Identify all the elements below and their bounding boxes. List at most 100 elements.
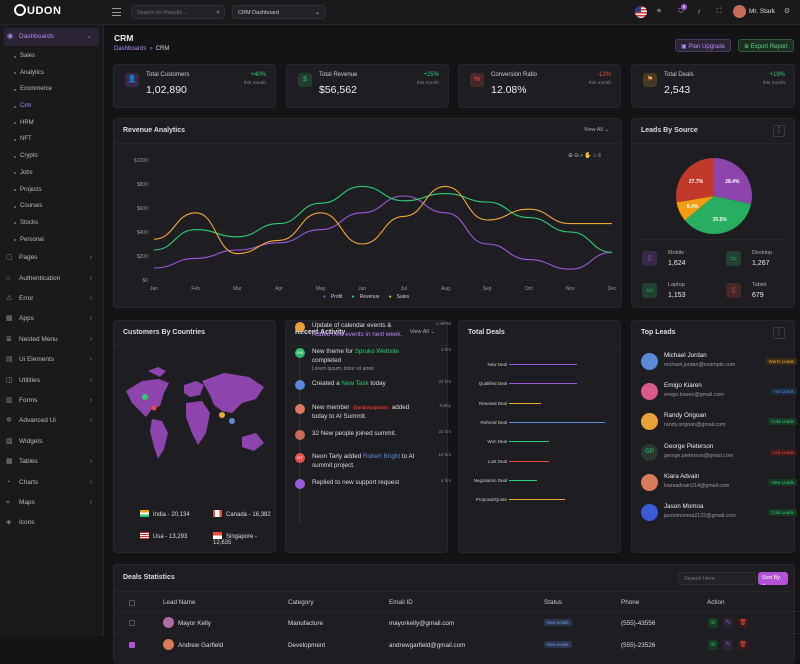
pie-slice[interactable] bbox=[684, 196, 752, 235]
sidebar-item-charts[interactable]: ◔ Charts › bbox=[0, 473, 103, 493]
submenu-item-analytics[interactable]: Analytics bbox=[0, 65, 103, 82]
legend-item[interactable]: ● Profit bbox=[323, 294, 346, 300]
sidebar-item-nested-menu[interactable]: ≣ Nested Menu › bbox=[0, 330, 103, 350]
lead-item[interactable]: Michael Jordan michael.jordan@example.com… bbox=[641, 351, 797, 377]
deal-stage-bar[interactable] bbox=[509, 421, 605, 423]
pie-slice[interactable] bbox=[714, 158, 752, 205]
menu-toggle-icon[interactable] bbox=[112, 8, 121, 16]
submenu-item-projects[interactable]: Projects bbox=[0, 182, 103, 199]
sidebar-item-dashboards[interactable]: ◉ Dashboards ⌄ bbox=[4, 28, 99, 46]
search-input[interactable]: Search for Results... ⌕ bbox=[131, 5, 225, 19]
activity-highlight[interactable]: New Task bbox=[341, 380, 369, 387]
lead-item[interactable]: Jason Momoa jasonmomoa2132@gmail.com Cold … bbox=[641, 502, 797, 528]
edit-icon[interactable]: ✎ bbox=[723, 618, 733, 628]
sort-by-button[interactable]: Sort By ⌄ bbox=[758, 572, 788, 587]
sidebar-item-ui-elements[interactable]: ▤ Ui Elements › bbox=[0, 350, 103, 370]
legend-item[interactable]: ● Revenue bbox=[352, 294, 383, 300]
submenu-item-sales[interactable]: Sales bbox=[0, 48, 103, 65]
column-header[interactable]: Phone bbox=[621, 599, 640, 606]
row-lead-name: Mayor Kelly bbox=[178, 620, 211, 627]
deal-stage-bar[interactable] bbox=[509, 499, 565, 501]
notification-bell-icon[interactable]: ♪ bbox=[697, 8, 701, 15]
activity-highlight[interactable]: @andrew.gurrero bbox=[351, 405, 391, 410]
row-checkbox[interactable] bbox=[129, 620, 135, 626]
deal-stage-bar[interactable] bbox=[509, 479, 537, 481]
fullscreen-icon[interactable]: ⛶ bbox=[716, 8, 722, 15]
submenu-item-nft[interactable]: NFT bbox=[0, 131, 103, 148]
deal-stage-bar[interactable] bbox=[509, 402, 541, 404]
sidebar-item-authentication[interactable]: ⌂ Authentication › bbox=[0, 269, 103, 289]
submenu-item-personal[interactable]: Personal bbox=[0, 232, 103, 249]
world-map[interactable] bbox=[114, 351, 277, 471]
breadcrumb-root[interactable]: Dashboards bbox=[114, 46, 147, 52]
theme-toggle-icon[interactable]: ☀ bbox=[655, 8, 663, 15]
country-item[interactable]: Usa - 13,293 bbox=[140, 532, 187, 540]
user-name[interactable]: Mr. Stark bbox=[749, 8, 776, 15]
table-search-input[interactable]: Search Here bbox=[678, 572, 756, 585]
export-report-button[interactable]: ⊕ Export Report bbox=[738, 39, 794, 52]
column-header[interactable]: Lead Name bbox=[163, 599, 196, 606]
series-line-profit[interactable] bbox=[153, 195, 613, 270]
deal-stage-bar[interactable] bbox=[509, 441, 549, 443]
select-all-checkbox[interactable] bbox=[129, 600, 135, 606]
lead-item[interactable]: Randy Origoan randy.origoan@gmail.com Cold… bbox=[641, 411, 797, 437]
sidebar-item-forms[interactable]: ▥ Forms › bbox=[0, 391, 103, 411]
sidebar-item-pages[interactable]: ▢ Pages › bbox=[0, 248, 103, 268]
view-all-button[interactable]: View All ⌄ bbox=[409, 329, 435, 335]
sidebar-item-tables[interactable]: ▦ Tables › bbox=[0, 452, 103, 472]
call-icon[interactable]: ☏ bbox=[708, 618, 718, 628]
sidebar-item-maps[interactable]: ⌖ Maps › bbox=[0, 493, 103, 513]
column-header[interactable]: Category bbox=[288, 599, 314, 606]
plan-upgrade-button[interactable]: ▣ Plan Upgrade bbox=[675, 39, 732, 52]
app-logo[interactable]: UDON bbox=[14, 4, 61, 17]
more-options-icon[interactable]: ⋮ bbox=[773, 327, 785, 339]
call-icon[interactable]: ☏ bbox=[708, 640, 718, 650]
pie-slice[interactable] bbox=[676, 196, 714, 221]
delete-icon[interactable]: 🗑 bbox=[738, 640, 748, 650]
activity-highlight[interactable]: Robert Bright bbox=[363, 453, 401, 460]
deal-stage-bar[interactable] bbox=[509, 460, 549, 462]
country-item[interactable]: Singapore - 12,635 bbox=[213, 532, 275, 546]
deal-stage-bar[interactable] bbox=[509, 383, 577, 385]
delete-icon[interactable]: 🗑 bbox=[738, 618, 748, 628]
series-line-revenue[interactable] bbox=[153, 185, 613, 253]
submenu-item-jobs[interactable]: Jobs bbox=[0, 165, 103, 182]
view-all-button[interactable]: View All ⌄ bbox=[583, 127, 609, 133]
lead-item[interactable]: Emigo Kiaren emigo.kiaren@gmail.com Hot Le… bbox=[641, 381, 797, 407]
lead-item[interactable]: GP George Pieterson george.pieterson@gmail… bbox=[641, 442, 797, 468]
series-line-sales[interactable] bbox=[153, 185, 612, 255]
sidebar-item-error[interactable]: ⚠ Error › bbox=[0, 289, 103, 309]
submenu-item-ecommerce[interactable]: Ecommerce bbox=[0, 81, 103, 98]
sidebar-item-icons[interactable]: ◈ Icons bbox=[0, 513, 103, 533]
submenu-item-stocks[interactable]: Stocks bbox=[0, 215, 103, 232]
legend-item[interactable]: ● Sales bbox=[389, 294, 413, 300]
submenu-item-crypto[interactable]: Crypto bbox=[0, 148, 103, 165]
lead-item[interactable]: Kiara Advain kiaraadvain214@gmail.com New … bbox=[641, 472, 797, 498]
sidebar-item-apps[interactable]: ▦ Apps › bbox=[0, 309, 103, 329]
submenu-item-hrm[interactable]: HRM bbox=[0, 115, 103, 132]
submenu-item-crm[interactable]: Crm bbox=[0, 98, 103, 115]
column-header[interactable]: Action bbox=[707, 599, 725, 606]
dashboard-select[interactable]: CRM Dashboard ⌄ bbox=[232, 5, 326, 19]
sidebar-item-advanced-ui[interactable]: ✲ Advanced Ui › bbox=[0, 411, 103, 431]
activity-highlight[interactable]: Spruko Website bbox=[354, 348, 400, 355]
submenu-item-courses[interactable]: Courses bbox=[0, 198, 103, 215]
chart-toolbar[interactable]: ⊕⊖⌕✋⌂≡ bbox=[568, 153, 603, 159]
country-item[interactable]: India - 20,134 bbox=[140, 510, 190, 518]
deal-stage-bar[interactable] bbox=[509, 364, 577, 365]
column-header[interactable]: Status bbox=[544, 599, 562, 606]
cart-icon[interactable]: ⛉ bbox=[678, 8, 684, 15]
settings-gear-icon[interactable]: ⚙ bbox=[783, 8, 791, 15]
edit-icon[interactable]: ✎ bbox=[723, 640, 733, 650]
language-flag-icon[interactable] bbox=[635, 6, 647, 18]
sidebar-item-widgets[interactable]: ▧ Widgets bbox=[0, 432, 103, 452]
more-options-icon[interactable]: ⋮ bbox=[773, 125, 785, 137]
sidebar-item-utilities[interactable]: ◫ Utilities › bbox=[0, 371, 103, 391]
deal-stage-label: Lost Deal bbox=[487, 458, 507, 464]
column-header[interactable]: Email ID bbox=[389, 599, 413, 606]
user-avatar[interactable] bbox=[733, 5, 746, 18]
row-checkbox[interactable] bbox=[129, 642, 135, 648]
search-icon[interactable]: ⌕ bbox=[216, 9, 220, 16]
country-item[interactable]: Canada - 16,382 bbox=[213, 510, 271, 518]
pie-slice[interactable] bbox=[676, 158, 714, 203]
